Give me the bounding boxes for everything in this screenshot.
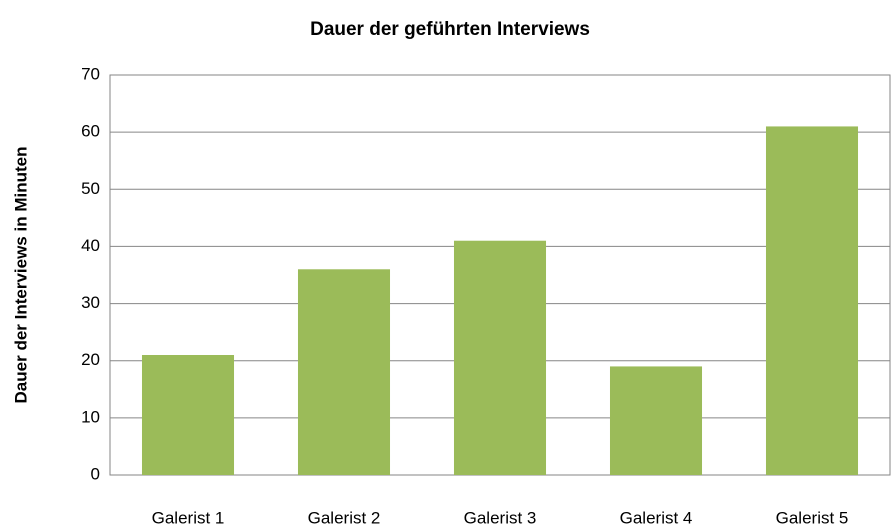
y-tick-label: 50: [81, 179, 100, 198]
bar: [297, 269, 391, 475]
bar: [765, 126, 859, 475]
y-tick-label: 60: [81, 122, 100, 141]
bar: [609, 366, 703, 475]
y-tick-label: 30: [81, 293, 100, 312]
bar: [453, 240, 547, 475]
y-axis-label: Dauer der Interviews in Minuten: [11, 147, 30, 404]
y-tick-label: 0: [91, 464, 100, 483]
x-tick-label: Galerist 3: [464, 508, 537, 527]
y-tick-label: 70: [81, 64, 100, 83]
x-tick-label: Galerist 2: [308, 508, 381, 527]
x-tick-label: Galerist 1: [152, 508, 225, 527]
x-tick-label: Galerist 5: [776, 508, 849, 527]
y-tick-label: 40: [81, 236, 100, 255]
y-tick-label: 10: [81, 407, 100, 426]
y-tick-label: 20: [81, 350, 100, 369]
bar: [141, 355, 235, 475]
chart-title: Dauer der geführten Interviews: [310, 19, 590, 40]
x-tick-label: Galerist 4: [620, 508, 693, 527]
